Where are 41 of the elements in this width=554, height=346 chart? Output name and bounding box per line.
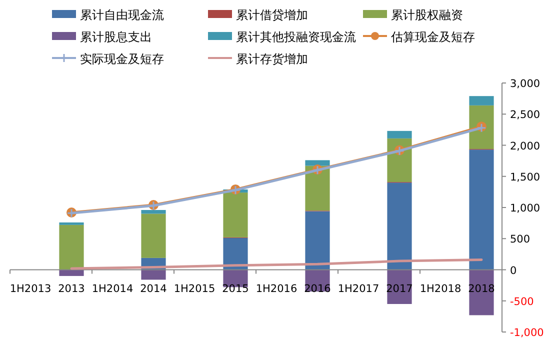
x-tick-label: 1H2017 [338, 282, 380, 295]
y-tick-label: 500 [510, 234, 530, 246]
x-tick-label: 1H2018 [420, 282, 462, 295]
y-tick-label: 2,500 [510, 109, 540, 122]
y-tick-label: 1,000 [510, 202, 540, 214]
y-tick-label: -500 [510, 296, 534, 308]
bar [141, 270, 166, 280]
bar [141, 214, 166, 258]
bar [387, 130, 412, 138]
bar [223, 238, 248, 270]
x-tick-label: 1H2016 [256, 282, 298, 295]
line-series [70, 258, 483, 270]
bar [469, 150, 494, 270]
x-tick-label: 2014 [140, 282, 168, 295]
x-tick-label: 2013 [58, 282, 85, 295]
y-tick-label: 1,500 [510, 171, 540, 184]
y-tick-label: 3,000 [510, 78, 540, 90]
legend-label: 累计股息支出 [80, 30, 152, 44]
bar [59, 222, 84, 225]
bar [223, 192, 248, 238]
bar [305, 160, 330, 166]
legend-label: 累计存货增加 [236, 52, 308, 66]
legend-label: 估算现金及短存 [390, 30, 475, 44]
legend-label: 累计自由现金流 [80, 8, 164, 22]
bar [59, 224, 84, 270]
x-tick-label: 1H2014 [92, 282, 134, 295]
bar [59, 270, 84, 276]
y-tick-label: -1,000 [510, 327, 544, 339]
x-tick-label: 1H2013 [10, 282, 52, 295]
bar [469, 96, 494, 106]
legend-label: 累计其他投融资现金流 [236, 30, 356, 44]
bar [469, 105, 494, 149]
x-tick-label: 1H2015 [174, 282, 216, 295]
legend-label: 累计借贷增加 [236, 8, 308, 22]
legend-label: 实际现金及短存 [80, 52, 164, 66]
y-tick-label: 2,000 [510, 140, 540, 152]
legend-label: 累计股权融资 [391, 8, 463, 22]
bar [305, 211, 330, 270]
y-tick-label: 0 [510, 264, 517, 277]
bar [387, 182, 412, 270]
bar [141, 210, 166, 214]
